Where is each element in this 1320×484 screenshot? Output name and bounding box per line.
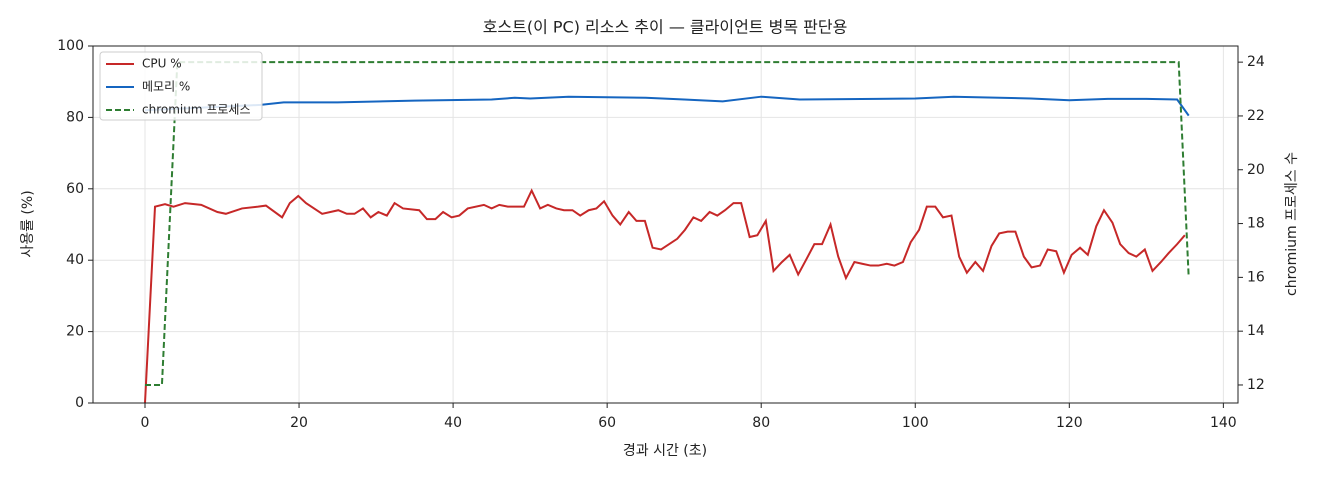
x-axis-label: 경과 시간 (초) <box>623 443 707 459</box>
y2-tick-label: 24 <box>1247 54 1265 70</box>
legend-label: 메모리 % <box>142 80 190 94</box>
y2-tick-label: 22 <box>1247 108 1265 124</box>
y2-axis-label: chromium 프로세스 수 <box>1284 152 1300 296</box>
legend-label: chromium 프로세스 <box>142 103 251 117</box>
x-tick-label: 100 <box>902 415 929 431</box>
legend: CPU % 메모리 % chromium 프로세스 <box>99 51 263 121</box>
y-tick-label: 20 <box>66 324 84 340</box>
y2-tick-label: 18 <box>1247 216 1265 232</box>
y-axis-label: 사용률 (%) <box>20 190 36 257</box>
y2-tick-label: 20 <box>1247 162 1265 178</box>
x-tick-label: 0 <box>141 415 150 431</box>
y2-tick-label: 14 <box>1247 323 1265 339</box>
y-tick-label: 80 <box>66 109 84 125</box>
y2-tick-label: 16 <box>1247 269 1265 285</box>
y2-tick-label: 12 <box>1247 377 1265 393</box>
legend-box <box>99 51 263 121</box>
y-tick-label: 40 <box>66 252 84 268</box>
y-tick-label: 0 <box>75 395 84 411</box>
x-tick-label: 60 <box>598 415 616 431</box>
data-line <box>143 188 1186 404</box>
data-line <box>144 95 1190 117</box>
y-tick-label: 100 <box>57 38 84 54</box>
x-tick-label: 40 <box>444 415 462 431</box>
y-tick-label: 60 <box>66 181 84 197</box>
x-tick-label: 120 <box>1056 415 1083 431</box>
data-line <box>144 61 1190 386</box>
plot-frame <box>92 45 1239 404</box>
legend-label: CPU % <box>142 57 182 71</box>
chart-title: 호스트(이 PC) 리소스 추이 — 클라이언트 병목 판단용 <box>483 18 848 37</box>
x-tick-label: 140 <box>1210 415 1237 431</box>
x-tick-label: 20 <box>290 415 308 431</box>
x-tick-label: 80 <box>752 415 770 431</box>
